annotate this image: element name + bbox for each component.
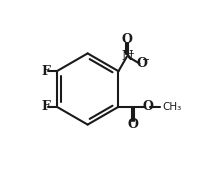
- Text: CH₃: CH₃: [162, 102, 181, 112]
- Text: O: O: [121, 33, 132, 46]
- Text: +: +: [128, 49, 135, 58]
- Text: O: O: [136, 57, 147, 70]
- Text: O: O: [142, 100, 153, 113]
- Text: N: N: [121, 50, 133, 63]
- Text: F: F: [41, 65, 50, 78]
- Text: O: O: [128, 118, 138, 131]
- Text: −: −: [142, 55, 150, 65]
- Text: F: F: [41, 100, 50, 113]
